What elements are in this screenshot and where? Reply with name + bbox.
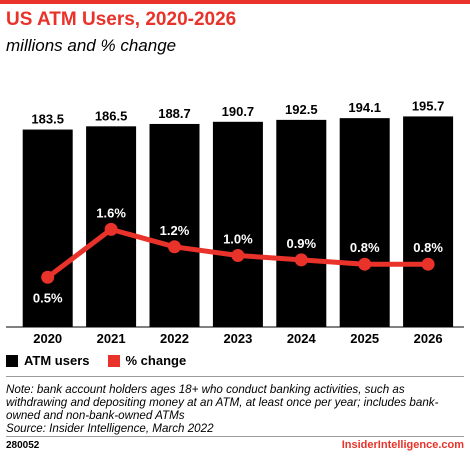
legend-label-atm-users: ATM users <box>24 353 90 368</box>
pct-change-label: 0.5% <box>33 290 63 305</box>
brand-link[interactable]: InsiderIntelligence.com <box>341 439 464 451</box>
divider-top <box>6 376 464 377</box>
top-accent-line <box>0 0 470 4</box>
legend-swatch-pct-change <box>107 354 120 367</box>
pct-change-label: 1.6% <box>96 205 126 220</box>
pct-change-point <box>358 257 372 271</box>
bar-value-label: 186.5 <box>95 108 128 123</box>
pct-change-label: 1.2% <box>160 223 190 238</box>
bar-value-label: 194.1 <box>348 100 381 115</box>
bar-value-label: 183.5 <box>31 112 64 127</box>
legend-swatch-atm-users <box>6 354 18 367</box>
x-tick-label: 2026 <box>414 331 443 346</box>
note-text: Note: bank account holders ages 18+ who … <box>6 383 439 422</box>
bar-2020 <box>22 129 73 327</box>
bar-2025 <box>339 118 390 327</box>
pct-change-label: 0.8% <box>413 240 443 255</box>
pct-change-point <box>104 222 118 236</box>
legend-label-pct-change: % change <box>125 353 187 368</box>
legend: ATM users % change <box>6 353 204 368</box>
pct-change-point <box>168 240 181 254</box>
pct-change-label: 0.9% <box>286 236 316 251</box>
bar-value-label: 190.7 <box>222 104 255 119</box>
chart-id: 280052 <box>6 440 40 451</box>
pct-change-point <box>231 249 245 262</box>
bar-2024 <box>276 119 327 327</box>
x-tick-label: 2021 <box>97 331 126 346</box>
bar-2023 <box>212 121 263 328</box>
source-text: Source: Insider Intelligence, March 2022 <box>6 422 214 435</box>
combo-chart: 183.5 2020 186.5 2021 188.7 2022 190.7 2023 192.… <box>6 98 464 346</box>
bar-2022 <box>149 123 200 327</box>
bar-value-label: 195.7 <box>412 98 445 113</box>
legend-item-pct-change: % change <box>107 353 187 368</box>
footnote: Note: bank account holders ages 18+ who … <box>6 383 464 435</box>
divider-bottom <box>6 436 464 437</box>
bar-value-label: 188.7 <box>158 106 191 121</box>
pct-change-point <box>41 270 55 284</box>
pct-change-point <box>421 257 435 271</box>
x-tick-label: 2023 <box>223 331 252 346</box>
pct-change-label: 0.8% <box>350 240 380 255</box>
x-tick-label: 2025 <box>350 331 379 346</box>
legend-item-atm-users: ATM users <box>6 353 90 368</box>
pct-change-label: 1.0% <box>223 232 253 247</box>
chart-subtitle: millions and % change <box>6 36 177 55</box>
pct-change-point <box>294 253 308 267</box>
x-tick-label: 2024 <box>287 331 317 346</box>
bar-value-label: 192.5 <box>285 102 318 117</box>
x-tick-label: 2022 <box>160 331 189 346</box>
x-tick-label: 2020 <box>33 331 62 346</box>
chart-title: US ATM Users, 2020-2026 <box>6 9 237 30</box>
bar-2026 <box>403 116 454 327</box>
